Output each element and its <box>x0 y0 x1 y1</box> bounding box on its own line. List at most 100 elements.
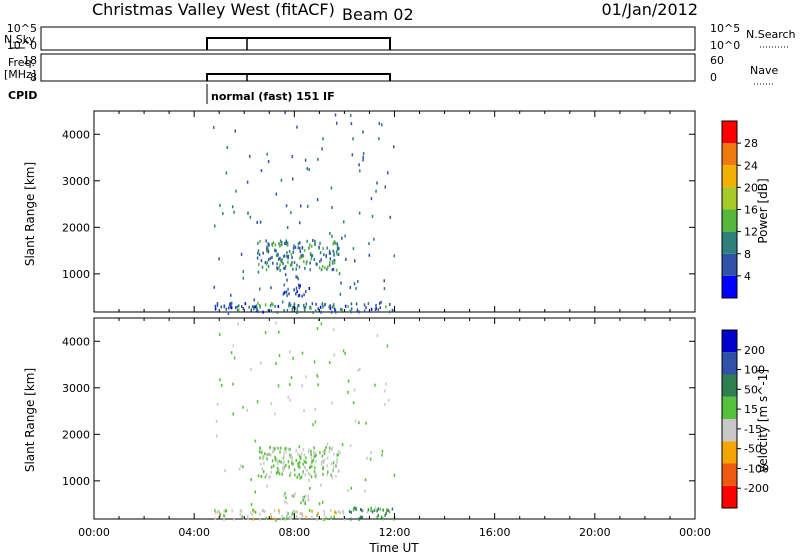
data-cell <box>270 301 273 305</box>
data-cell <box>302 462 304 466</box>
data-cell <box>368 253 371 257</box>
data-cell <box>214 307 217 311</box>
data-cell <box>257 309 259 313</box>
data-cell <box>264 510 266 514</box>
data-cell <box>246 408 249 412</box>
data-cell <box>328 251 331 255</box>
data-cell <box>349 517 352 521</box>
data-cell <box>335 250 338 254</box>
data-cell <box>251 513 254 517</box>
data-cell <box>314 473 316 477</box>
data-cell <box>276 310 279 314</box>
data-cell <box>238 467 241 471</box>
data-cell <box>267 258 270 262</box>
data-cell <box>312 450 315 454</box>
data-cell <box>337 449 340 453</box>
data-cell <box>327 265 329 269</box>
data-cell <box>322 137 324 141</box>
data-cell <box>214 304 217 308</box>
data-cell <box>295 311 298 315</box>
data-cell <box>358 211 361 215</box>
data-cell <box>284 267 286 271</box>
data-cell <box>278 468 280 472</box>
data-cell <box>264 303 267 307</box>
data-cell <box>216 403 219 407</box>
data-cell <box>308 246 310 250</box>
data-cell <box>266 245 268 249</box>
colorbar-segment <box>722 231 737 254</box>
data-cell <box>313 446 315 450</box>
data-cell <box>338 246 340 250</box>
data-cell <box>371 214 374 218</box>
data-cell <box>350 486 353 490</box>
data-cell <box>284 290 286 294</box>
data-cell <box>261 265 264 269</box>
data-cell <box>331 305 334 309</box>
data-cell <box>236 309 239 313</box>
data-cell <box>314 407 317 411</box>
data-cell <box>293 302 296 306</box>
data-cell <box>377 514 380 518</box>
colorbar-segment <box>722 374 737 397</box>
data-cell <box>283 254 286 258</box>
data-cell <box>307 472 310 476</box>
data-cell <box>309 465 312 469</box>
ytick-label: 3000 <box>62 382 90 395</box>
xtick-label: 04:00 <box>178 526 210 539</box>
velocity-colorbar: 200 100 50 15 -15 -50 -100 -200 <box>721 329 769 509</box>
colorbar-tick-label: -15 <box>744 423 762 436</box>
data-cell <box>275 249 277 253</box>
data-cell <box>322 460 325 464</box>
colorbar-tick-label: 20 <box>744 181 758 194</box>
data-cell <box>303 305 306 309</box>
data-cell <box>330 310 333 314</box>
data-cell <box>339 511 341 515</box>
data-cell <box>262 470 265 474</box>
data-cell <box>298 465 301 469</box>
data-cell <box>285 242 287 246</box>
data-cell <box>393 473 396 477</box>
data-cell <box>252 508 254 512</box>
data-cell <box>267 264 270 268</box>
data-cell <box>347 489 349 493</box>
data-cell <box>279 244 281 248</box>
velocity-marks <box>214 318 396 522</box>
data-cell <box>336 460 338 464</box>
data-cell <box>286 294 288 298</box>
data-cell <box>281 514 283 518</box>
data-cell <box>323 517 326 521</box>
data-cell <box>266 247 269 251</box>
data-cell <box>265 262 268 266</box>
data-cell <box>287 287 289 291</box>
data-cell <box>350 302 353 306</box>
data-cell <box>341 236 343 240</box>
data-cell <box>391 507 394 511</box>
data-cell <box>304 266 306 270</box>
data-cell <box>277 384 280 388</box>
data-cell <box>364 478 367 482</box>
data-cell <box>216 434 218 438</box>
data-cell <box>318 245 320 249</box>
data-cell <box>326 456 329 460</box>
data-cell <box>276 466 279 470</box>
data-cell <box>381 453 383 457</box>
data-cell <box>288 516 291 520</box>
data-cell <box>336 246 339 250</box>
ytick-label: 4000 <box>62 128 90 141</box>
data-cell <box>316 262 318 266</box>
data-cell <box>302 448 305 452</box>
data-cell <box>317 383 319 387</box>
colorbar-segment <box>722 209 737 232</box>
data-cell <box>298 445 301 449</box>
data-cell <box>367 302 370 306</box>
data-cell <box>295 275 297 279</box>
data-cell <box>291 260 293 264</box>
data-cell <box>336 252 338 256</box>
data-cell <box>288 292 290 296</box>
data-cell <box>215 419 218 423</box>
data-cell <box>240 252 243 256</box>
data-cell <box>284 463 287 467</box>
data-cell <box>393 254 396 258</box>
data-cell <box>315 262 317 266</box>
